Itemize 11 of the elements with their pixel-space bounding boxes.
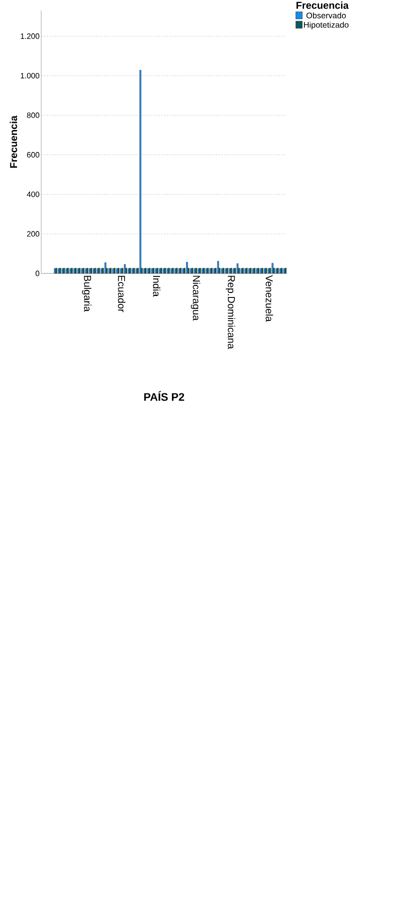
x-tick-label: Venezuela [266,275,273,322]
x-tick-label: Bulgaria [82,276,92,312]
x-axis-title: PAÍS P2 [144,391,184,401]
legend-label: Observado [306,12,346,18]
x-tick-label: Nicaragua [190,276,200,321]
x-tick-label: Rep.Dominicana [226,276,236,349]
legend-title: Frecuencia [296,2,349,9]
y-axis-title: Frecuencia [10,115,17,168]
x-tick-label: Ecuador [118,276,126,312]
legend-label: Hipotetizado [304,22,348,30]
x-tick-label: India [152,276,160,297]
